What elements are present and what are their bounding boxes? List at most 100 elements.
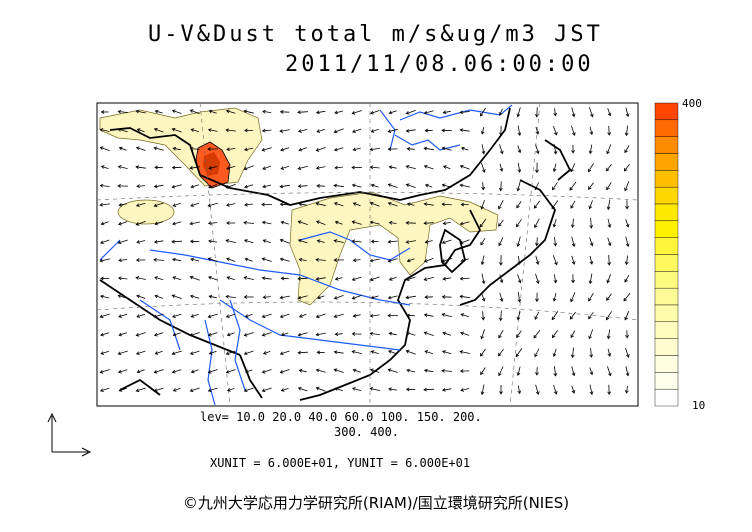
wind-vector-head — [262, 295, 267, 299]
wind-vector-head — [442, 110, 447, 115]
wind-vector-head — [297, 166, 302, 170]
wind-vector-head — [625, 372, 630, 377]
wind-vector-head — [135, 203, 140, 207]
wind-vector — [481, 144, 485, 154]
wind-vector — [517, 311, 521, 320]
wind-vector — [226, 240, 236, 243]
wind-vector-head — [153, 257, 157, 262]
wind-vector — [280, 295, 290, 299]
wind-vector — [281, 332, 289, 336]
wind-vector-head — [99, 146, 104, 150]
colorbar-bin — [654, 372, 679, 390]
wind-vector — [191, 369, 199, 373]
wind-vector-head — [243, 109, 248, 114]
wind-vector-head — [572, 132, 576, 136]
wind-vector — [589, 367, 593, 375]
wind-vector — [442, 203, 452, 206]
wind-vector-head — [99, 202, 103, 207]
wind-vector — [460, 388, 470, 391]
wind-vector — [353, 147, 361, 151]
wind-vector — [500, 181, 502, 191]
wind-vector — [280, 129, 290, 132]
wind-vector-head — [606, 167, 610, 172]
wind-vector-head — [243, 351, 248, 355]
wind-vector-head — [406, 258, 411, 263]
wind-vector-head — [261, 332, 266, 337]
wind-vector-head — [297, 332, 302, 337]
wind-vector — [388, 128, 398, 133]
wind-vector-head — [589, 354, 594, 358]
wind-vector-head — [498, 334, 502, 339]
wind-vector-head — [405, 295, 410, 300]
wind-vector — [118, 313, 128, 318]
wind-vector — [118, 166, 128, 169]
wind-vector — [244, 203, 254, 206]
wind-vector — [370, 369, 380, 373]
wind-vector-head — [280, 147, 284, 152]
wind-vector-head — [280, 220, 285, 225]
wind-vector — [480, 107, 486, 117]
wind-vector — [607, 329, 611, 339]
wind-vector-head — [208, 109, 213, 114]
wind-vector — [370, 221, 380, 225]
wind-vector — [172, 313, 182, 318]
wind-vector-head — [589, 371, 594, 376]
wind-vector — [334, 351, 344, 354]
wind-vector-head — [553, 150, 558, 155]
wind-vector — [335, 277, 343, 280]
wind-vector-head — [261, 128, 266, 133]
wind-vector — [554, 366, 556, 376]
wind-vector-head — [279, 314, 284, 318]
wind-vector — [517, 255, 521, 265]
wind-vector-head — [315, 202, 320, 206]
wind-vector — [624, 311, 630, 320]
wind-vector-head — [554, 261, 558, 266]
wind-vector-head — [154, 109, 159, 114]
wind-vector — [226, 129, 236, 132]
wind-vector-head — [334, 332, 339, 336]
wind-vector — [388, 184, 398, 188]
wind-vector-head — [606, 316, 610, 321]
wind-vector-head — [100, 294, 104, 299]
wind-vector — [590, 347, 592, 358]
wind-vector — [101, 221, 109, 225]
wind-vector — [553, 125, 557, 136]
title-timestamp: 2011/11/08.06:00:00 — [285, 52, 594, 77]
wind-vector — [245, 369, 253, 373]
wind-vector-head — [442, 387, 446, 392]
wind-vector — [424, 350, 434, 355]
wind-vector — [208, 184, 218, 188]
wind-vector-head — [172, 221, 176, 226]
wind-vector-head — [387, 202, 392, 206]
wind-vector — [172, 128, 182, 133]
wind-vector-head — [171, 294, 176, 298]
wind-vector — [370, 388, 380, 391]
wind-vector — [153, 259, 165, 261]
wind-vector — [424, 258, 434, 262]
wind-vector — [137, 369, 145, 373]
wind-vector-head — [171, 314, 176, 318]
wind-vector — [244, 332, 254, 336]
wind-vector — [154, 128, 164, 133]
wind-vector-head — [588, 297, 592, 302]
wind-vector-head — [369, 387, 374, 391]
wind-vector — [481, 127, 485, 134]
wind-vector — [316, 221, 326, 225]
wind-vector-head — [225, 351, 230, 356]
wind-vector-head — [481, 297, 486, 302]
wind-vector — [425, 240, 433, 243]
wind-vector-head — [624, 187, 628, 192]
wind-vector — [335, 387, 343, 392]
wind-vector-head — [534, 224, 538, 229]
wind-vector-head — [225, 185, 230, 189]
wind-vector — [263, 296, 271, 298]
wind-vector-head — [298, 129, 302, 133]
wind-vector-head — [153, 332, 158, 337]
wind-vector-head — [244, 257, 249, 262]
wind-vector — [334, 240, 344, 243]
wind-vector — [154, 202, 164, 207]
wind-vector — [499, 144, 503, 154]
wind-vector-head — [517, 299, 522, 303]
wind-vector — [262, 258, 272, 262]
wind-vector — [118, 259, 128, 261]
